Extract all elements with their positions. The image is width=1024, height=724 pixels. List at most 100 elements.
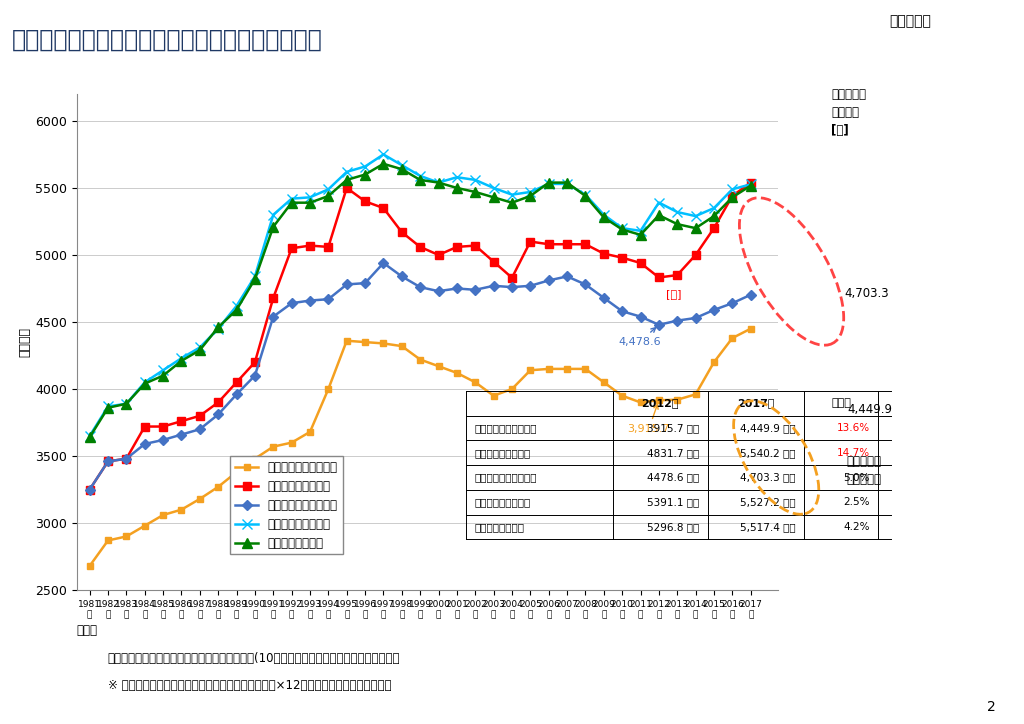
建設業男性全労働者 [286,244,298,253]
全産業男性労働者 [671,220,683,229]
製造業男性全労働者 [451,173,463,182]
全産業男性労働者 [689,224,701,232]
全産業男性労働者 [726,193,738,202]
製造業男性全労働者 [616,224,629,232]
建設業男性全労働者 [524,237,537,246]
製造業男性生産労働者 [524,282,537,290]
Text: 5391.1 千円: 5391.1 千円 [647,497,699,508]
建設業男性生産労働者 [175,505,187,514]
製造業男性全労働者 [267,211,280,219]
製造業男性生産労働者 [635,312,647,321]
Text: 建設業男性全労働者: 建設業男性全労働者 [474,448,530,458]
製造業男性全労働者 [432,178,444,187]
建設業男性全労働者 [689,251,701,259]
建設業男性生産労働者 [744,324,757,333]
Text: 4.2%: 4.2% [843,522,869,532]
建設業男性生産労働者 [726,334,738,342]
建設業男性生産労働者 [616,392,629,400]
Text: 全産業男性労働者: 全産業男性労働者 [474,522,524,532]
建設業男性全労働者 [561,240,573,248]
製造業男性生産労働者 [101,457,114,466]
建設業男性生産労働者 [341,337,353,345]
Text: 製造業男性生産労働者: 製造業男性生産労働者 [474,473,537,482]
Text: 2: 2 [986,700,995,714]
Text: ※ 年間賃金総支給額＝きまって支給する現金給与額×12＋年間賞与その他特別給与額: ※ 年間賃金総支給額＝きまって支給する現金給与額×12＋年間賞与その他特別給与額 [108,679,391,692]
製造業男性全労働者 [708,203,720,212]
建設業男性全労働者 [84,485,96,494]
製造業男性生産労働者 [598,293,610,302]
製造業男性全労働者 [561,180,573,188]
建設業男性生産労働者 [652,396,665,405]
製造業男性全労働者 [744,180,757,189]
建設業男性全労働者 [469,241,481,250]
製造業男性全労働者 [212,324,224,333]
建設業男性生産労働者 [524,366,537,374]
全産業男性労働者 [304,198,316,207]
製造業男性生産労働者 [249,371,261,380]
製造業男性生産労働者 [84,485,96,494]
Legend: 建設業男性生産労働者, 建設業男性全労働者, 製造業男性生産労働者, 製造業男性全労働者, 全産業男性労働者: 建設業男性生産労働者, 建設業男性全労働者, 製造業男性生産労働者, 製造業男性… [230,456,342,555]
Text: 上昇率: 上昇率 [831,398,851,408]
建設業男性生産労働者 [395,342,408,350]
建設業男性生産労働者 [304,428,316,437]
Text: 建設業男性全労働者等の年間賃金総支給額の推移: 建設業男性全労働者等の年間賃金総支給額の推移 [12,28,323,51]
Line: 全産業男性労働者: 全産業男性労働者 [85,159,756,442]
Y-axis label: （千円）: （千円） [17,327,31,357]
製造業男性生産労働者 [671,316,683,325]
Text: 建設業男性
生産労働者: 建設業男性 生産労働者 [847,455,882,486]
製造業男性生産労働者 [120,455,132,463]
Text: [値]: [値] [667,289,682,298]
建設業男性全労働者 [175,417,187,426]
建設業男性生産労働者 [469,378,481,387]
Text: 4,703.3: 4,703.3 [845,287,890,300]
Text: 2.5%: 2.5% [843,497,869,508]
Text: 4478.6 千円: 4478.6 千円 [647,473,699,482]
製造業男性生産労働者 [267,312,280,321]
建設業男性全労働者 [212,398,224,407]
建設業男性全労働者 [451,243,463,251]
建設業男性生産労働者 [359,337,372,346]
建設業男性生産労働者 [138,521,151,530]
建設業男性生産労働者 [580,365,592,374]
建設業男性生産労働者 [487,392,500,400]
製造業男性生産労働者 [286,299,298,308]
建設業男性全労働者 [341,184,353,193]
建設業男性全労働者 [744,178,757,187]
建設業男性全労働者 [157,422,169,431]
製造業男性全労働者 [359,162,372,171]
建設業男性全労働者 [487,257,500,266]
製造業男性全労働者 [506,190,518,199]
全産業男性労働者 [138,379,151,388]
建設業男性全労働者 [635,258,647,267]
製造業男性全労働者 [323,185,335,193]
製造業男性全労働者 [175,354,187,363]
Text: （資料）厚生労働省「賃金構造基本統計調査」(10人以上の常用労働者を雇用する事業所）: （資料）厚生労働省「賃金構造基本統計調査」(10人以上の常用労働者を雇用する事業… [108,652,400,665]
建設業男性全労働者 [304,241,316,250]
建設業男性全労働者 [598,249,610,258]
製造業男性生産労働者 [561,272,573,281]
Text: 3,915.7: 3,915.7 [628,404,670,434]
Text: 建設業男性生産労働者: 建設業男性生産労働者 [474,423,537,433]
建設業男性全労働者 [652,273,665,282]
建設業男性生産労働者 [635,398,647,407]
全産業男性労働者 [432,178,444,187]
製造業男性全労働者 [101,402,114,411]
建設業男性生産労働者 [120,532,132,541]
全産業男性労働者 [524,192,537,201]
製造業男性生産労働者 [341,280,353,289]
建設業男性全労働者 [414,243,426,251]
建設業男性生産労働者 [506,384,518,393]
製造業男性生産労働者 [432,287,444,295]
Text: 5,527.2 千円: 5,527.2 千円 [739,497,796,508]
建設業男性生産労働者 [101,536,114,544]
全産業男性労働者 [84,433,96,442]
建設業男性全労働者 [230,378,243,387]
製造業男性全労働者 [726,185,738,193]
製造業男性全労働者 [487,184,500,193]
建設業男性全労働者 [671,271,683,279]
製造業男性生産労働者 [414,283,426,292]
製造業男性全労働者 [652,198,665,207]
建設業男性全労働者 [506,274,518,282]
製造業男性全労働者 [689,211,701,220]
製造業男性生産労働者 [359,279,372,287]
